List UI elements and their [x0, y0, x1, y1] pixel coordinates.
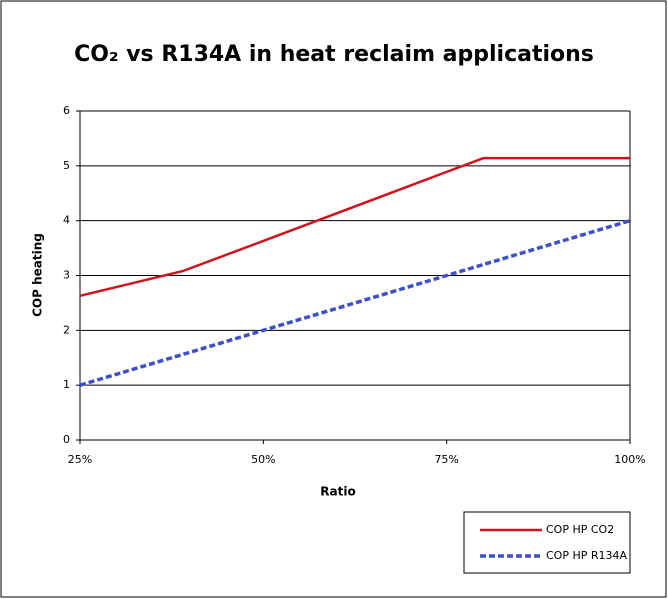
legend-box — [463, 511, 631, 574]
x-tick-label: 50% — [251, 453, 275, 466]
legend-label: COP HP CO2 — [546, 523, 614, 536]
chart-title: CO₂ vs R134A in heat reclaim application… — [74, 42, 594, 67]
y-tick-label: 1 — [63, 378, 70, 391]
y-tick-label: 4 — [63, 214, 70, 227]
line-series — [79, 218, 631, 387]
y-tick-label: 6 — [63, 104, 70, 117]
line-series — [79, 156, 630, 298]
x-tick-label: 75% — [434, 453, 458, 466]
x-tick-label: 25% — [68, 453, 92, 466]
y-tick-label: 5 — [63, 159, 70, 172]
x-tick-label: 100% — [614, 453, 645, 466]
y-tick-label: 0 — [63, 433, 70, 446]
y-tick-label: 3 — [63, 269, 70, 282]
y-axis-label: COP heating — [31, 233, 45, 317]
legend-label: COP HP R134A — [546, 549, 628, 562]
y-tick-label: 2 — [63, 323, 70, 336]
x-axis-label: Ratio — [320, 485, 355, 499]
